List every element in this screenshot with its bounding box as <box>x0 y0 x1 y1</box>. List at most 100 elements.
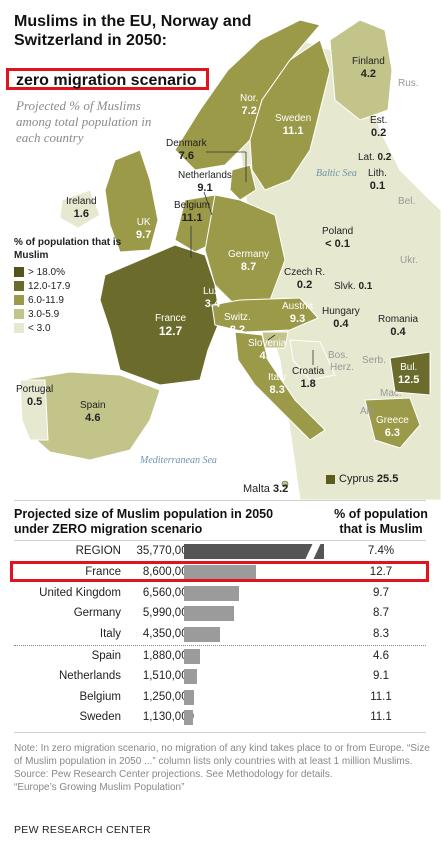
france-highlight <box>10 561 429 582</box>
label-netherlands: Netherlands 9.1 <box>178 170 232 194</box>
population-value: 5,990,000 <box>142 607 194 619</box>
table-row: United Kingdom 6,560,000 9.7 <box>14 584 426 604</box>
percent-value: 9.1 <box>373 670 389 682</box>
label-switzerland: Switz. 8.2 <box>224 312 251 336</box>
legend-item: > 18.0% <box>14 265 124 279</box>
label-czech: Czech R. 0.2 <box>284 267 326 291</box>
million-divider <box>14 645 426 646</box>
region-alps <box>211 297 319 333</box>
label-ukraine: Ukr. <box>400 255 418 266</box>
label-finland: Finland 4.2 <box>352 56 385 80</box>
population-value: 1,510,000 <box>142 670 194 682</box>
percent-value: 11.1 <box>370 711 392 723</box>
label-lithuania: Lith. 0.1 <box>368 168 387 192</box>
region-row: REGION 35,770,000 7.4% <box>14 542 426 562</box>
country-name: United Kingdom <box>39 587 121 599</box>
cyprus-label: Cyprus 25.5 <box>326 473 398 485</box>
legend-swatch <box>14 295 24 305</box>
country-name: Spain <box>91 650 121 662</box>
legend-item: 3.0-5.9 <box>14 307 124 321</box>
population-value: 35,770,000 <box>136 545 194 557</box>
country-name: Sweden <box>79 711 121 723</box>
label-estonia: Est. 0.2 <box>370 115 388 139</box>
label-slovakia: Slvk. 0.1 <box>334 281 373 292</box>
country-name: Netherlands <box>58 670 121 682</box>
label-rus: Rus. <box>398 78 419 89</box>
population-value: 1,130,000 <box>142 711 194 723</box>
label-austria: Austria 9.3 <box>282 301 314 325</box>
label-romania: Romania 0.4 <box>378 314 419 338</box>
region-ireland <box>59 189 101 229</box>
label-latvia: Lat. 0.2 <box>358 152 392 163</box>
label-belgium: Belgium 11.1 <box>174 200 211 224</box>
legend-swatch <box>14 309 24 319</box>
table-pct-title: % of population that is Muslim <box>334 507 428 536</box>
population-value: 8,600,000 <box>142 566 194 578</box>
slovenia-leader <box>267 334 276 341</box>
legend-swatch <box>14 267 24 277</box>
label-norway: Nor. 7.2 <box>240 93 259 117</box>
malta-label: Malta 3.2 <box>243 483 289 495</box>
legend-swatch <box>14 281 24 291</box>
region-sweden <box>249 39 331 191</box>
label-ireland: Ireland 1.6 <box>66 196 97 220</box>
table-row: Spain 1,880,000 4.6 <box>14 647 426 667</box>
org-name: PEW RESEARCH CENTER <box>14 824 151 836</box>
map-subtitle: Projected % of Muslims among total popul… <box>16 98 152 145</box>
percent-value: 8.7 <box>373 607 389 619</box>
report-title: “Europe’s Growing Muslim Population” <box>14 782 185 793</box>
legend-title: % of population that is Muslim <box>14 237 122 261</box>
country-name: REGION <box>75 545 121 557</box>
map-shapes <box>19 19 441 500</box>
label-herzegovina: Herz. <box>330 362 354 373</box>
label-denmark: Denmark 7.6 <box>166 138 207 162</box>
label-belarus: Bel. <box>398 196 416 207</box>
cyprus-swatch <box>326 474 335 484</box>
table-row: France 8,600,000 12.7 <box>14 563 426 583</box>
country-name: Germany <box>73 607 121 619</box>
country-name: France <box>85 566 121 578</box>
note-text: Note: In zero migration scenario, no mig… <box>14 743 430 767</box>
region-croatia <box>289 339 336 381</box>
label-bulgaria: Bul. 12.5 <box>398 362 420 386</box>
scenario-highlight: zero migration scenario <box>6 68 209 90</box>
map-legend: % of population that is Muslim > 18.0% 1… <box>14 236 124 335</box>
population-bar <box>184 544 324 559</box>
region-uk <box>104 149 159 253</box>
legend-item: < 3.0 <box>14 321 124 335</box>
label-italy: Italy 8.3 <box>268 372 287 396</box>
region-bulgaria <box>389 351 431 396</box>
population-bar <box>184 565 256 580</box>
section-divider <box>14 500 426 501</box>
country-name: Italy <box>99 628 121 640</box>
label-sweden: Sweden 11.1 <box>275 113 312 137</box>
label-hungary: Hungary 0.4 <box>322 306 360 330</box>
population-bar <box>184 586 239 601</box>
region-denmark <box>229 164 257 201</box>
label-serbia: Serb. <box>362 355 386 366</box>
label-bosnia: Bos. <box>328 350 349 361</box>
population-bar <box>184 606 234 621</box>
table-row: Germany 5,990,000 8.7 <box>14 604 426 624</box>
chart-title: Muslims in the EU, Norway and Switzerlan… <box>14 13 252 49</box>
label-poland: Poland < 0.1 <box>322 226 354 250</box>
source-text: Source: Pew Research Center projections.… <box>14 769 333 780</box>
label-croatia: Croatia 1.8 <box>292 366 325 390</box>
percent-value: 7.4% <box>367 545 395 557</box>
label-albania: Alb. <box>360 406 378 417</box>
percent-value: 11.1 <box>370 691 392 703</box>
region-norway <box>174 19 321 171</box>
table-row: Belgium 1,250,000 11.1 <box>14 688 426 708</box>
europe-map <box>19 19 441 500</box>
population-bar <box>184 649 200 664</box>
region-france <box>99 244 221 386</box>
table-row: Italy 4,350,000 8.3 <box>14 625 426 645</box>
label-slovenia: Slovenia 4.3 <box>248 338 287 362</box>
population-value: 1,880,000 <box>142 650 194 662</box>
label-greece: Greece 6.3 <box>376 415 409 439</box>
label-baltic-sea: Baltic Sea <box>316 168 357 179</box>
region-iberia <box>19 371 161 461</box>
region-greece <box>364 397 421 449</box>
table-row: Netherlands 1,510,000 9.1 <box>14 667 426 687</box>
population-bar <box>184 669 197 684</box>
